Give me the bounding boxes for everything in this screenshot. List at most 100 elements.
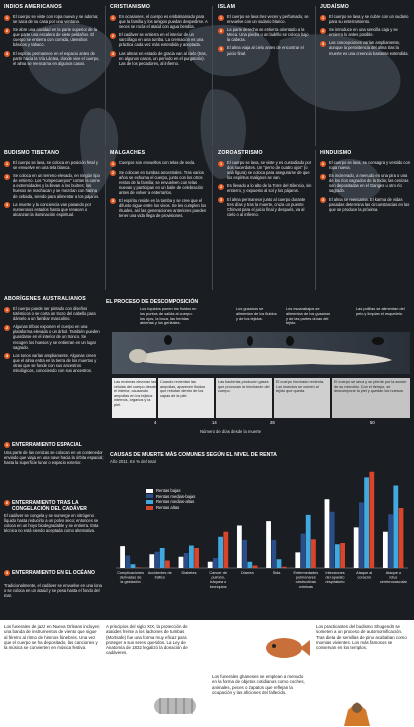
step-number: 1: [110, 160, 116, 167]
bar: [311, 539, 316, 568]
world-map-background: [20, 23, 401, 202]
step-number: 2: [110, 170, 116, 176]
step-number: 1: [218, 160, 224, 167]
bar: [120, 546, 125, 568]
legend-swatch: [146, 499, 153, 504]
step-text: El cuerpo se viste con ropa nueva y se a…: [13, 14, 99, 25]
timeline-tick-28: 28: [270, 420, 275, 425]
step-text: Se colocan en tumbas ancestrales. Tras v…: [119, 169, 204, 195]
step-number: 3: [218, 45, 224, 52]
decomposition-timeline: [112, 378, 410, 418]
bar: [178, 556, 184, 568]
step-number: 1: [320, 14, 326, 21]
section-title-zoroastrismo: Zoroastrismo: [218, 150, 263, 156]
step-text: Es incinerado, a menudo en una pira o un…: [329, 173, 409, 194]
step-text: Se abre una cavidad en la parte superior…: [13, 27, 97, 48]
step-number: 1: [110, 14, 116, 21]
bar: [340, 543, 346, 568]
bar: [218, 536, 223, 568]
text-espacial: Una parte de las cenizas se colocan en u…: [4, 450, 104, 466]
title-oceano: Enterramiento en el océano: [12, 570, 95, 576]
section-zoroastrismo: 1 El cuerpo se lava, se viste y es custod…: [218, 160, 312, 220]
section-hinduismo: 1 El cuerpo se lava, se consagra y vestid…: [320, 160, 410, 215]
bar: [154, 551, 160, 568]
step-number: 3: [4, 51, 10, 58]
step-text: El alma viaja al cielo antes de encontra…: [227, 45, 304, 56]
step-number: 3: [320, 197, 326, 204]
causes-of-death-chart: Complicaciones derivadas de la gestación Ac…: [106, 440, 414, 618]
step-number: 1: [218, 14, 224, 21]
bar: [252, 565, 258, 568]
step-text: Se coloca en un terreno elevado, en ning…: [13, 173, 100, 199]
alternative-burials: 1 Enterramiento espacial Una parte de la…: [0, 440, 106, 620]
step-number: 3: [218, 197, 224, 204]
step-text: Las almas en estado de gracia van al cie…: [119, 50, 207, 66]
section-islam: 1 El cuerpo se lava tres veces y perfumad…: [218, 14, 312, 59]
bar: [247, 561, 253, 568]
bar: [165, 560, 170, 568]
category-label: Diarrea: [241, 571, 254, 575]
bar: [223, 531, 229, 568]
corpse-illustration: [112, 332, 410, 374]
step-number: 3: [320, 40, 326, 47]
section-title-malgaches: Malgaches: [110, 150, 146, 156]
fish-coffin-illustration: [266, 638, 310, 658]
category-label: Sida: [273, 571, 281, 575]
timeline-label-1: Las enzimas devoran las células del cuer…: [114, 380, 157, 407]
section-australianos: 1 El cuerpo puede ser pintado con diseños…: [4, 306, 102, 376]
bar: [358, 502, 364, 568]
step-number: 2: [4, 173, 10, 180]
step-text: Se introduce en una sencilla caja y se e…: [329, 27, 398, 38]
timeline-label-3: Las bacterias producen gases que provoca…: [218, 380, 270, 394]
stage-text-moths: Las polillas se alimentan del pelo y lim…: [356, 306, 405, 316]
step-text: El cuerpo se lava, se coloca en posición…: [13, 160, 98, 171]
timeline-label-4: El cuerpo hinchado revienta. Los insecto…: [276, 380, 325, 394]
step-number: 2: [320, 173, 326, 180]
step-text: El cuerpo se lava tres veces y perfumado…: [227, 14, 309, 25]
step-number: 3: [110, 51, 116, 58]
title-cadaver: Enterramiento tras la congelación del ca…: [12, 500, 87, 512]
legend-swatch: [146, 494, 153, 499]
step-number: 2: [4, 27, 10, 34]
section-title-australianos: Aborígenes australianos: [4, 296, 86, 302]
step-text: El espíritu permanece en el espacio ante…: [13, 50, 100, 66]
step-number: 3: [4, 570, 10, 576]
bar: [398, 508, 404, 568]
bar: [369, 471, 375, 568]
section-title-americanos: Indios americanos: [4, 4, 62, 10]
section-malgaches: 1 Cuerpos son envueltos con telas de seda…: [110, 160, 208, 221]
step-number: 2: [218, 183, 224, 190]
bar: [189, 545, 194, 568]
bar: [242, 539, 247, 568]
bar: [125, 555, 131, 568]
category-label: Enfermedades pulmonares obstructivas crónic…: [293, 571, 318, 589]
bar: [183, 553, 189, 568]
step-text: El cadáver se entierra en el interior de…: [119, 32, 204, 48]
mortsafe-illustration: [154, 698, 196, 714]
bottom-band: Los funerales de jazz en Nueva Orleans i…: [0, 620, 414, 727]
legend-item: Rentas altas: [146, 505, 195, 511]
legend-swatch: [146, 505, 153, 510]
legend-item: Rentas medias-bajas: [146, 494, 195, 500]
bar: [353, 527, 359, 568]
chart-subtitle: Año 2011. En % del total: [110, 459, 156, 464]
timeline-label-2: Cuando revientan las ampollas, aparecen …: [160, 380, 206, 398]
step-number: 3: [110, 198, 116, 205]
bar: [130, 564, 136, 568]
insect-icons: [164, 335, 384, 346]
step-number: 1: [4, 306, 10, 313]
timeline-tick-4: 4: [154, 420, 157, 425]
step-number: 1: [320, 160, 326, 167]
legend-label: Rentas altas: [156, 505, 180, 511]
step-number: 2: [320, 27, 326, 34]
timeline-tick-14: 14: [212, 420, 217, 425]
step-text: El cuerpo se lava y se cubre con un suda…: [329, 14, 409, 25]
bottom-text-mortsafe: A principios del siglo XIX, la protecció…: [106, 624, 188, 656]
text-cadaver: El cadáver se congela y se sumerge en ni…: [4, 513, 99, 534]
section-americanos: 1 El cuerpo se viste con ropa nueva y se …: [4, 14, 102, 69]
bar: [300, 533, 306, 568]
section-title-islam: Islam: [218, 4, 236, 10]
stage-text-flies: Los líquidos ponen los fluidos en los pu…: [140, 306, 197, 326]
step-text: Los tonos varían ampliamente. Algunas cr…: [13, 352, 97, 374]
timeline-tick-50: 50: [370, 420, 375, 425]
